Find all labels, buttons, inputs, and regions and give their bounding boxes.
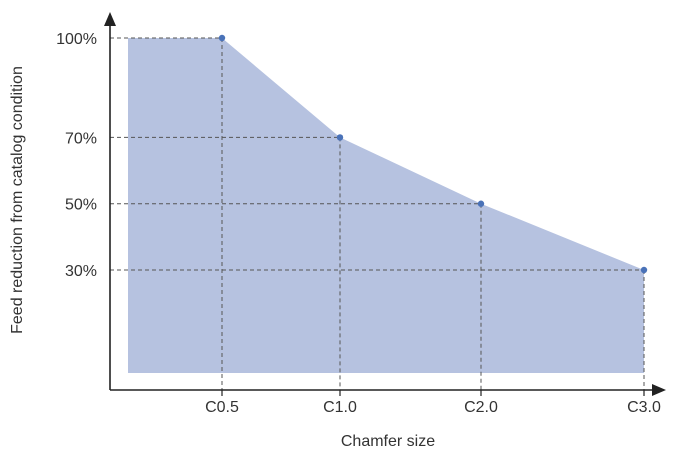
data-point (640, 266, 648, 274)
data-point (336, 134, 344, 141)
y-axis-arrow (104, 12, 116, 26)
y-axis-title: Feed reduction from catalog condition (9, 66, 26, 334)
x-tick-label: C0.5 (205, 399, 239, 416)
tick-labels: C0.5 C1.0 C2.0 C3.0 100% 70% 50% 30% (56, 31, 661, 416)
y-tick-label: 70% (65, 130, 97, 147)
x-axis-title: Chamfer size (341, 433, 435, 450)
data-points (218, 34, 648, 274)
area-layer (128, 38, 644, 373)
guide-lines (110, 37, 645, 390)
y-tick-label: 100% (56, 31, 97, 48)
area-fill (128, 38, 644, 373)
x-tick-label: C3.0 (627, 399, 661, 416)
y-tick-label: 50% (65, 197, 97, 214)
x-tick-label: C1.0 (323, 399, 357, 416)
y-tick-label: 30% (65, 263, 97, 280)
data-point (477, 200, 485, 207)
x-axis-arrow (652, 384, 666, 396)
data-point (218, 34, 226, 42)
x-tick-label: C2.0 (464, 399, 498, 416)
axes (104, 12, 666, 396)
